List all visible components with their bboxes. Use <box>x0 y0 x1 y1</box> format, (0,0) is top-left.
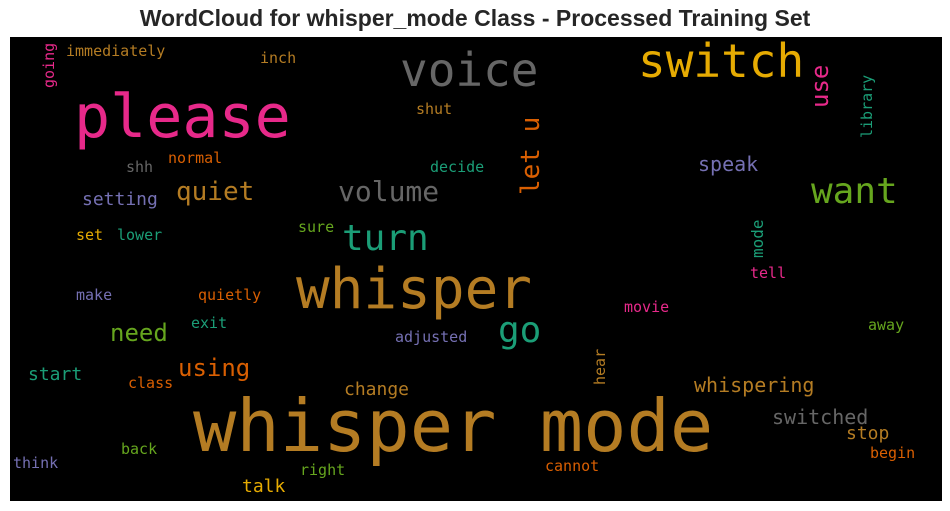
word-make: make <box>76 286 113 304</box>
word-shh: shh <box>126 158 154 176</box>
word-whisper: whisper <box>296 257 533 322</box>
word-using: using <box>178 354 251 382</box>
word-hear: hear <box>591 348 609 385</box>
word-back: back <box>121 440 158 458</box>
word-need: need <box>110 319 168 347</box>
word-shut: shut <box>416 100 453 118</box>
word-quiet: quiet <box>176 177 255 207</box>
word-away: away <box>868 316 905 334</box>
word-think: think <box>13 454 59 472</box>
word-class: class <box>128 374 174 392</box>
word-switch: switch <box>638 34 805 88</box>
word-inch: inch <box>260 49 297 67</box>
word-switched: switched <box>772 405 869 429</box>
word-whispering: whispering <box>694 373 815 397</box>
word-go: go <box>498 310 542 351</box>
word-immediately: immediately <box>66 42 166 60</box>
word-tell: tell <box>750 264 787 282</box>
word-setting: setting <box>82 189 158 210</box>
word-decide: decide <box>430 158 485 176</box>
word-sure: sure <box>298 218 335 236</box>
word-want: want <box>811 171 898 212</box>
word-going: going <box>40 42 58 88</box>
word-stop: stop <box>846 423 890 444</box>
word-exit: exit <box>191 314 228 332</box>
word-cannot: cannot <box>545 457 600 475</box>
wordcloud-canvas: whisper mode whisper please voice switch want… <box>10 37 942 501</box>
word-let-u: let u <box>516 116 546 195</box>
word-change: change <box>344 379 410 400</box>
word-movie: movie <box>624 298 670 316</box>
word-volume: volume <box>338 175 440 208</box>
word-use: use <box>806 64 834 108</box>
word-normal: normal <box>168 149 223 167</box>
word-please: please <box>74 82 291 152</box>
chart-title: WordCloud for whisper_mode Class - Proce… <box>139 5 811 31</box>
word-whisper-mode: whisper mode <box>193 384 714 468</box>
word-adjusted: adjusted <box>395 328 468 346</box>
word-speak: speak <box>698 152 759 176</box>
word-set: set <box>76 226 104 244</box>
word-right: right <box>300 461 346 479</box>
word-library: library <box>858 74 876 138</box>
word-begin: begin <box>870 444 916 462</box>
word-lower: lower <box>117 226 163 244</box>
word-talk: talk <box>242 476 286 497</box>
word-start: start <box>28 364 83 385</box>
word-voice: voice <box>400 43 539 97</box>
word-quietly: quietly <box>198 286 262 304</box>
word-mode: mode <box>748 219 767 258</box>
word-turn: turn <box>342 218 429 259</box>
